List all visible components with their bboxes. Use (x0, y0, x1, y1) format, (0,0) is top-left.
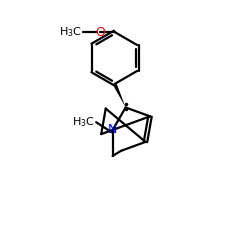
Polygon shape (113, 83, 126, 108)
Text: O: O (96, 26, 105, 38)
Text: H$_3$C: H$_3$C (59, 25, 82, 39)
Text: N: N (108, 124, 117, 136)
Text: H$_3$C: H$_3$C (72, 115, 95, 129)
